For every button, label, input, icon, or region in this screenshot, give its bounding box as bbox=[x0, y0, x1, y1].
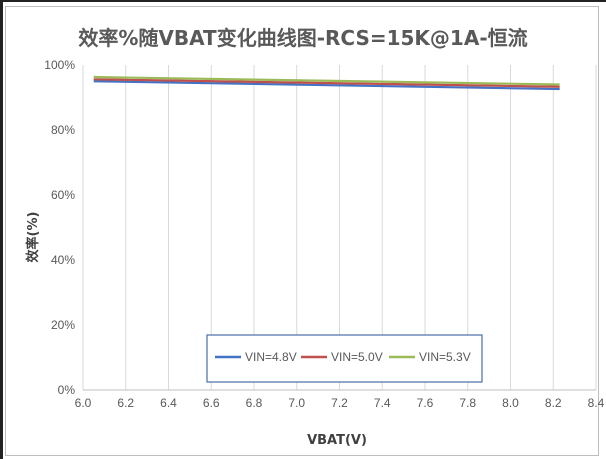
legend-label-1: VIN=5.0V bbox=[331, 350, 383, 364]
x-tick-label: 6.6 bbox=[203, 396, 220, 410]
y-tick-label: 0% bbox=[58, 383, 76, 397]
left-border bbox=[0, 0, 3, 459]
y-tick-label: 60% bbox=[51, 188, 75, 202]
y-tick-label: 40% bbox=[51, 253, 75, 267]
x-tick-label: 7.6 bbox=[417, 396, 434, 410]
x-tick-label: 6.2 bbox=[117, 396, 134, 410]
x-tick-label: 7.0 bbox=[288, 396, 305, 410]
chart-title: 效率%随VBAT变化曲线图-RCS=15K@1A-恒流 bbox=[78, 26, 527, 50]
y-axis-title: 效率(%) bbox=[25, 212, 41, 263]
x-tick-label: 6.4 bbox=[160, 396, 177, 410]
x-tick-label: 7.4 bbox=[374, 396, 391, 410]
legend-box bbox=[206, 334, 483, 383]
x-tick-label: 8.2 bbox=[545, 396, 562, 410]
y-tick-label: 20% bbox=[51, 318, 75, 332]
x-tick-label: 6.0 bbox=[75, 396, 92, 410]
y-tick-label: 80% bbox=[51, 123, 75, 137]
x-tick-label: 8.4 bbox=[588, 396, 605, 410]
legend: VIN=4.8V VIN=5.0V VIN=5.3V bbox=[206, 334, 483, 383]
legend-label-0: VIN=4.8V bbox=[245, 350, 297, 364]
top-border bbox=[0, 0, 606, 2]
x-tick-labels: 6.0 6.2 6.4 6.6 6.8 7.0 7.2 7.4 7.6 7.8 8.0 8.2 8.4 bbox=[75, 396, 605, 410]
y-tick-labels: 0% 20% 40% 60% 80% 100% bbox=[44, 58, 75, 397]
series-line-1 bbox=[93, 78, 560, 88]
series-line-0 bbox=[93, 80, 560, 91]
legend-label-2: VIN=5.3V bbox=[419, 350, 471, 364]
series-lines bbox=[93, 75, 560, 91]
x-tick-label: 8.0 bbox=[502, 396, 519, 410]
series-line-2 bbox=[93, 75, 560, 86]
x-tick-label: 6.8 bbox=[246, 396, 263, 410]
x-axis-title: VBAT(V) bbox=[307, 433, 367, 448]
x-tick-label: 7.2 bbox=[331, 396, 348, 410]
x-tick-label: 7.8 bbox=[459, 396, 476, 410]
legend-items: VIN=4.8V VIN=5.0V VIN=5.3V bbox=[215, 350, 471, 364]
y-tick-label: 100% bbox=[44, 58, 75, 72]
